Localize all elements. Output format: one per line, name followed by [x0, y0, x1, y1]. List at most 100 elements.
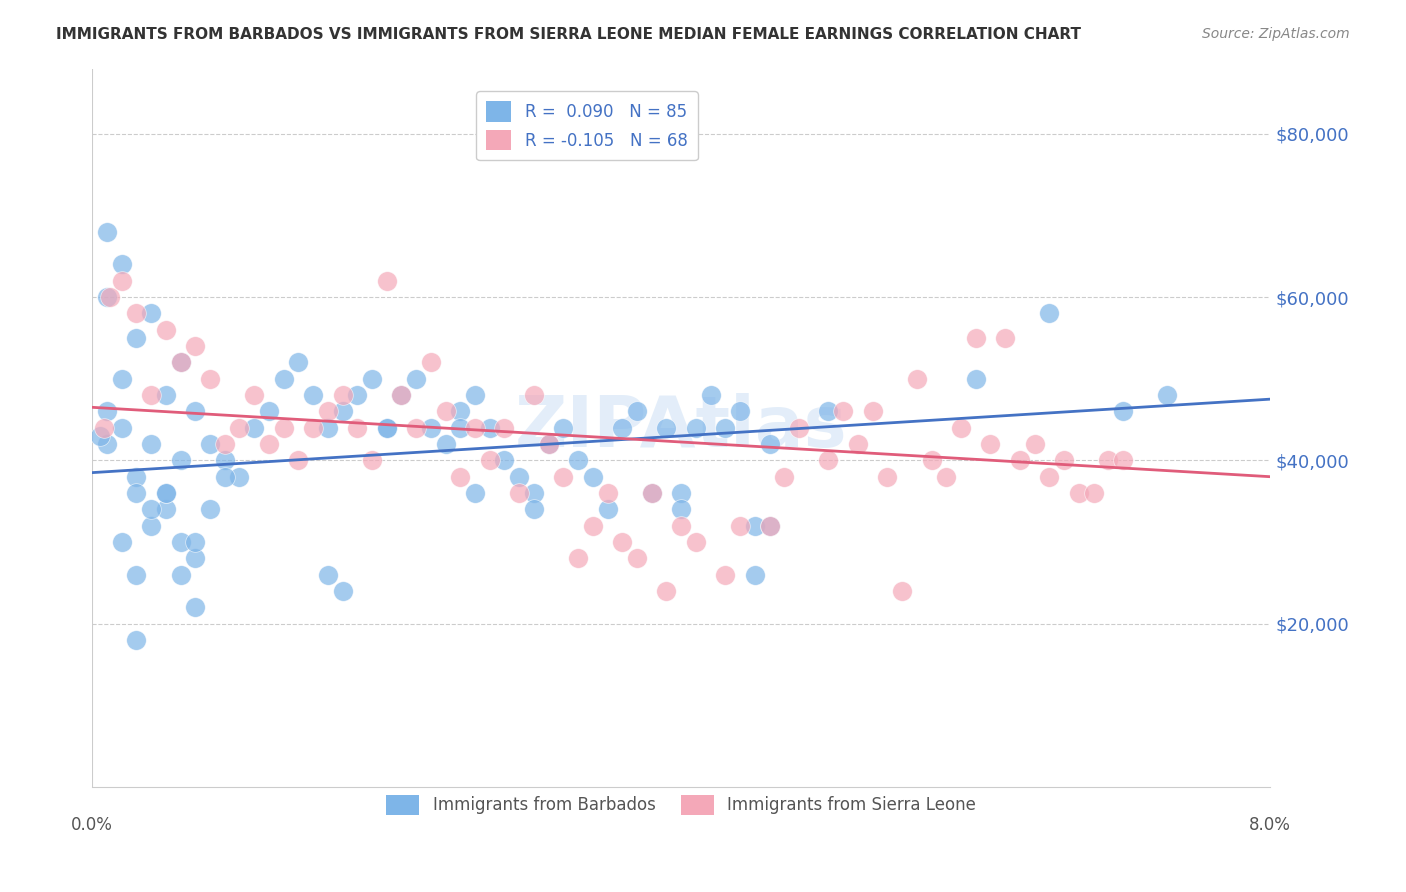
Point — [523, 502, 546, 516]
Point — [93, 421, 115, 435]
Point — [419, 421, 441, 435]
Point — [669, 502, 692, 516]
Point — [478, 421, 501, 435]
Point — [478, 453, 501, 467]
Point — [243, 421, 266, 435]
Point — [434, 437, 457, 451]
Point — [669, 518, 692, 533]
Point — [1038, 469, 1060, 483]
Point — [744, 567, 766, 582]
Point — [714, 421, 737, 435]
Point — [273, 421, 295, 435]
Point — [169, 453, 191, 467]
Point — [198, 372, 221, 386]
Point — [111, 257, 134, 271]
Point — [1024, 437, 1046, 451]
Point — [1038, 306, 1060, 320]
Point — [198, 502, 221, 516]
Point — [214, 437, 236, 451]
Point — [508, 486, 530, 500]
Point — [553, 469, 575, 483]
Point — [139, 388, 162, 402]
Point — [419, 355, 441, 369]
Point — [375, 421, 398, 435]
Point — [537, 437, 560, 451]
Text: ZIPAtlas: ZIPAtlas — [515, 393, 848, 462]
Text: 0.0%: 0.0% — [72, 815, 112, 834]
Point — [155, 323, 177, 337]
Point — [332, 388, 354, 402]
Point — [494, 453, 516, 467]
Point — [994, 331, 1017, 345]
Point — [523, 486, 546, 500]
Point — [596, 486, 619, 500]
Point — [96, 404, 118, 418]
Point — [405, 421, 427, 435]
Point — [405, 372, 427, 386]
Point — [508, 469, 530, 483]
Point — [389, 388, 412, 402]
Point — [316, 421, 339, 435]
Point — [302, 388, 325, 402]
Point — [139, 437, 162, 451]
Point — [596, 502, 619, 516]
Point — [184, 535, 207, 549]
Point — [332, 404, 354, 418]
Point — [214, 469, 236, 483]
Point — [773, 469, 796, 483]
Point — [965, 372, 987, 386]
Point — [641, 486, 664, 500]
Point — [111, 535, 134, 549]
Point — [155, 502, 177, 516]
Point — [139, 306, 162, 320]
Point — [111, 372, 134, 386]
Point — [214, 453, 236, 467]
Point — [375, 274, 398, 288]
Point — [316, 404, 339, 418]
Point — [744, 518, 766, 533]
Point — [184, 404, 207, 418]
Point — [111, 274, 134, 288]
Point — [361, 453, 384, 467]
Point — [125, 486, 148, 500]
Point — [1053, 453, 1076, 467]
Point — [243, 388, 266, 402]
Point — [1008, 453, 1031, 467]
Text: Source: ZipAtlas.com: Source: ZipAtlas.com — [1202, 27, 1350, 41]
Point — [979, 437, 1001, 451]
Point — [685, 421, 707, 435]
Point — [89, 429, 111, 443]
Point — [184, 551, 207, 566]
Point — [714, 567, 737, 582]
Point — [846, 437, 869, 451]
Point — [1112, 404, 1135, 418]
Point — [273, 372, 295, 386]
Point — [655, 584, 678, 599]
Point — [389, 388, 412, 402]
Point — [169, 355, 191, 369]
Point — [582, 469, 605, 483]
Point — [553, 421, 575, 435]
Point — [494, 421, 516, 435]
Point — [125, 331, 148, 345]
Point — [361, 372, 384, 386]
Point — [685, 535, 707, 549]
Point — [862, 404, 884, 418]
Point — [817, 453, 839, 467]
Point — [257, 404, 280, 418]
Point — [375, 421, 398, 435]
Point — [228, 469, 250, 483]
Point — [728, 518, 751, 533]
Point — [1097, 453, 1119, 467]
Point — [125, 469, 148, 483]
Point — [169, 355, 191, 369]
Point — [96, 437, 118, 451]
Point — [965, 331, 987, 345]
Point — [449, 404, 471, 418]
Point — [464, 388, 486, 402]
Point — [817, 404, 839, 418]
Point — [98, 290, 121, 304]
Point — [316, 567, 339, 582]
Point — [464, 421, 486, 435]
Point — [155, 388, 177, 402]
